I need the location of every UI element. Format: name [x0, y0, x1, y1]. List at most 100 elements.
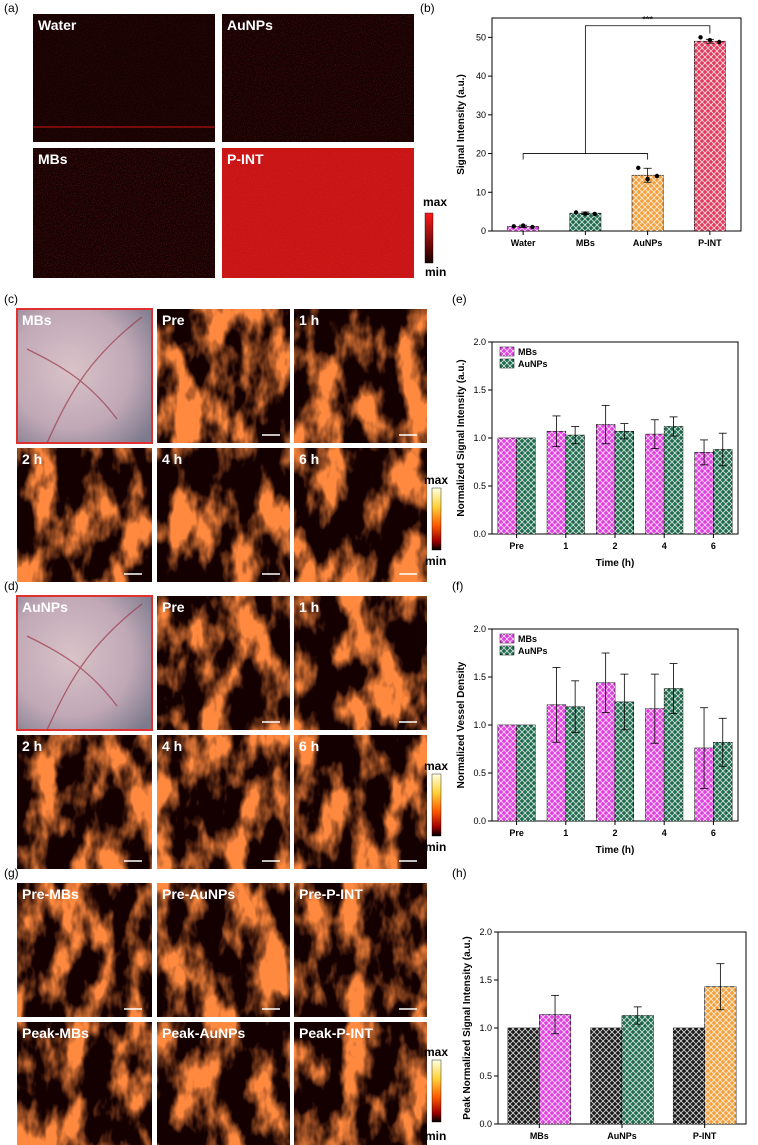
y-tick-label: 1.0: [473, 433, 486, 443]
bar-hatch: [569, 213, 601, 231]
y-tick-label: 0.0: [479, 1119, 492, 1129]
chart-e: 0.0 0.5 1.0 1.5 2.0 Normalized Signal Intensi…: [456, 337, 739, 569]
y-tick-label: 50: [476, 32, 486, 42]
bar-hatch: [507, 1028, 540, 1124]
vessel-texture: [157, 309, 290, 443]
image-label: 2 h: [22, 738, 42, 754]
y-tick-label: 2.0: [473, 624, 486, 634]
legend-label: MBs: [518, 347, 537, 357]
image-label: Peak-P-INT: [299, 1025, 373, 1041]
panel-label-c: (c): [4, 292, 18, 306]
image-label: 6 h: [299, 738, 319, 754]
panel-label-a: (a): [4, 1, 19, 15]
image-noise: [222, 14, 414, 142]
bar-hatch: [664, 426, 683, 534]
x-tick-label: 1: [563, 541, 568, 551]
image-noise: [33, 14, 215, 142]
y-tick-label: 30: [476, 110, 486, 120]
image-label: Pre: [162, 312, 185, 328]
y-axis-label: Normalized Signal Intensity (a.u.): [456, 359, 467, 516]
y-tick-label: 0: [481, 226, 486, 236]
bar-hatch: [615, 431, 634, 534]
y-tick-label: 0.5: [479, 1071, 492, 1081]
panel-label-e: (e): [452, 292, 467, 306]
vessel-texture: [294, 735, 427, 869]
colorbar-min-label: min: [425, 840, 446, 854]
vessel-texture: [17, 883, 152, 1017]
data-point: [645, 176, 650, 182]
image-label: Pre-P-INT: [299, 886, 363, 902]
panel-a-colorbar: max min: [423, 195, 447, 279]
y-tick-label: 1.0: [473, 720, 486, 730]
vessel-texture: [157, 1022, 290, 1145]
significance-label: ***: [642, 15, 653, 25]
bar-hatch: [645, 434, 665, 534]
x-tick-label: Water: [511, 238, 536, 248]
panel-c-colorbar: max min: [424, 473, 448, 568]
significance-bracket: [584, 25, 711, 154]
x-tick-label: 4: [662, 828, 667, 838]
image-label: Pre-MBs: [22, 886, 79, 902]
colorbar-max-label: max: [424, 473, 448, 487]
vessel-texture: [157, 596, 290, 730]
y-tick-label: 1.0: [479, 1023, 492, 1033]
y-tick-label: 0.5: [473, 481, 486, 491]
colorbar-gradient: [431, 487, 442, 551]
legend-label: MBs: [518, 634, 537, 644]
image-label: Peak-MBs: [22, 1025, 89, 1041]
x-tick-label: Pre: [509, 541, 524, 551]
data-point: [520, 223, 526, 228]
vessel-texture: [294, 309, 427, 443]
data-point: [636, 165, 641, 171]
x-axis-label: Time (h): [596, 558, 635, 569]
legend-label: AuNPs: [518, 359, 548, 369]
x-tick-label: 2: [612, 828, 617, 838]
bar-hatch: [596, 424, 615, 534]
panel-d-images: AuNPs Pre 1 h 2 h 4 h 6 h: [16, 595, 427, 869]
y-tick-label: 10: [476, 187, 486, 197]
bar-hatch: [565, 435, 585, 534]
colorbar-max-label: max: [423, 195, 447, 209]
vessel-texture: [17, 448, 152, 582]
y-tick-label: 1.5: [479, 975, 492, 985]
significance-bracket: [522, 153, 649, 160]
bar-hatch: [664, 688, 683, 821]
panel-label-f: (f): [452, 579, 463, 593]
vessel-texture: [294, 448, 427, 582]
y-tick-label: 2.0: [473, 337, 486, 347]
image-label: P-INT: [227, 151, 264, 167]
bar-hatch: [547, 431, 566, 534]
bar-hatch: [713, 742, 733, 821]
panel-g-images: Pre-MBs Pre-AuNPs Pre-P-INT Peak-MBs Peak-Au…: [17, 883, 427, 1145]
image-label: Pre-AuNPs: [162, 886, 235, 902]
x-tick-label: 2: [612, 541, 617, 551]
legend-swatch-hatch: [500, 359, 514, 368]
y-axis-label: Normalized Vessel Density: [456, 661, 467, 788]
image-label: 1 h: [299, 599, 319, 615]
bar-hatch: [547, 704, 566, 821]
image-label: 6 h: [299, 451, 319, 467]
data-point: [573, 210, 579, 215]
panel-label-b: (b): [420, 1, 435, 15]
y-tick-label: 2.0: [479, 927, 492, 937]
colorbar-gradient: [431, 1059, 442, 1123]
chart-b: 0 10 20 30 40 50 Signal Intensity (a.u.) Water M…: [456, 15, 742, 248]
vessel-texture: [157, 448, 290, 582]
panel-label-g: (g): [4, 866, 19, 880]
x-tick-label: P-INT: [698, 238, 722, 248]
bar-hatch: [615, 701, 634, 821]
image-label: Water: [38, 17, 77, 33]
x-tick-label: Pre: [509, 828, 524, 838]
chart-f: 0.0 0.5 1.0 1.5 2.0 Normalized Vessel Density…: [456, 624, 739, 856]
image-label: MBs: [22, 312, 52, 328]
photo-image: [16, 595, 153, 731]
legend-label: AuNPs: [518, 646, 548, 656]
image-label: 1 h: [299, 312, 319, 328]
panel-label-d: (d): [4, 579, 19, 593]
x-tick-label: 6: [711, 541, 716, 551]
y-tick-label: 40: [476, 71, 486, 81]
bar-hatch: [713, 449, 733, 534]
image-label: Peak-AuNPs: [162, 1025, 245, 1041]
colorbar-max-label: max: [424, 759, 448, 773]
